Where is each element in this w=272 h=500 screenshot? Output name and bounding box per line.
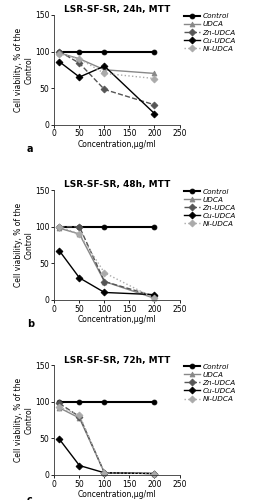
Legend: Control, UDCA, Zn-UDCA, Cu-UDCA, Ni-UDCA: Control, UDCA, Zn-UDCA, Cu-UDCA, Ni-UDCA [184, 13, 236, 52]
Title: LSR-SF-SR, 48h, MTT: LSR-SF-SR, 48h, MTT [64, 180, 170, 190]
Title: LSR-SF-SR, 24h, MTT: LSR-SF-SR, 24h, MTT [64, 5, 170, 14]
Text: a: a [27, 144, 33, 154]
Text: b: b [27, 320, 34, 330]
Y-axis label: Cell viability, % of the
Control: Cell viability, % of the Control [14, 28, 34, 112]
Y-axis label: Cell viability, % of the
Control: Cell viability, % of the Control [14, 203, 34, 287]
Text: c: c [27, 494, 33, 500]
Legend: Control, UDCA, Zn-UDCA, Cu-UDCA, Ni-UDCA: Control, UDCA, Zn-UDCA, Cu-UDCA, Ni-UDCA [184, 364, 236, 402]
Title: LSR-SF-SR, 72h, MTT: LSR-SF-SR, 72h, MTT [64, 356, 170, 364]
Y-axis label: Cell viability, % of the
Control: Cell viability, % of the Control [14, 378, 34, 462]
X-axis label: Concentration,μg/ml: Concentration,μg/ml [78, 315, 156, 324]
Legend: Control, UDCA, Zn-UDCA, Cu-UDCA, Ni-UDCA: Control, UDCA, Zn-UDCA, Cu-UDCA, Ni-UDCA [184, 188, 236, 227]
X-axis label: Concentration,μg/ml: Concentration,μg/ml [78, 140, 156, 149]
X-axis label: Concentration,μg/ml: Concentration,μg/ml [78, 490, 156, 499]
